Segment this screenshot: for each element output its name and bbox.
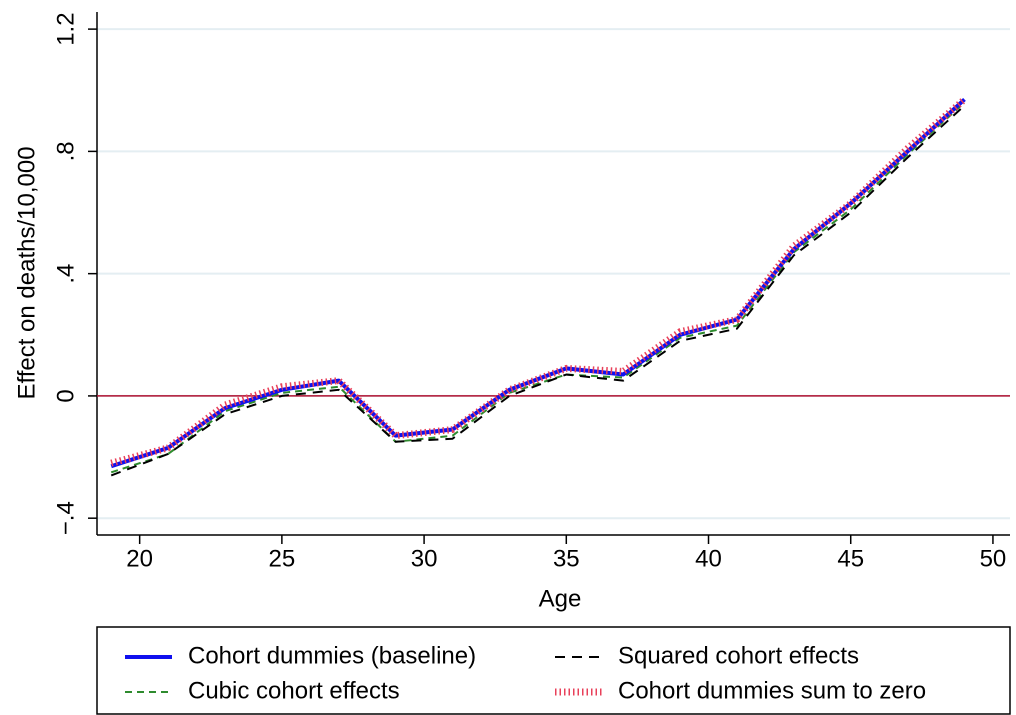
y-tick-label: 0 (52, 389, 79, 402)
x-tick-label: 40 (695, 545, 722, 572)
legend-label: Cubic cohort effects (188, 677, 400, 704)
series-line (110, 104, 966, 477)
x-tick-label: 20 (126, 545, 153, 572)
legend-label: Squared cohort effects (618, 642, 859, 669)
x-tick-label: 25 (269, 545, 296, 572)
series-line (110, 96, 967, 467)
y-tick-label: .8 (52, 141, 79, 161)
x-tick-label: 45 (837, 545, 864, 572)
x-axis-title: Age (539, 585, 582, 612)
y-axis-title: Effect on deaths/10,000 (13, 146, 40, 399)
y-tick-label: .4 (52, 264, 79, 284)
series-line (110, 101, 966, 474)
legend-label: Cohort dummies sum to zero (618, 677, 926, 704)
y-tick-label: 1.2 (52, 12, 79, 45)
x-tick-label: 35 (553, 545, 580, 572)
y-tick-label: −.4 (52, 501, 79, 535)
series-line (110, 97, 966, 469)
legend-box (96, 626, 1011, 715)
legend-label: Cohort dummies (baseline) (188, 642, 476, 669)
x-tick-label: 50 (980, 545, 1007, 572)
x-tick-label: 30 (411, 545, 438, 572)
